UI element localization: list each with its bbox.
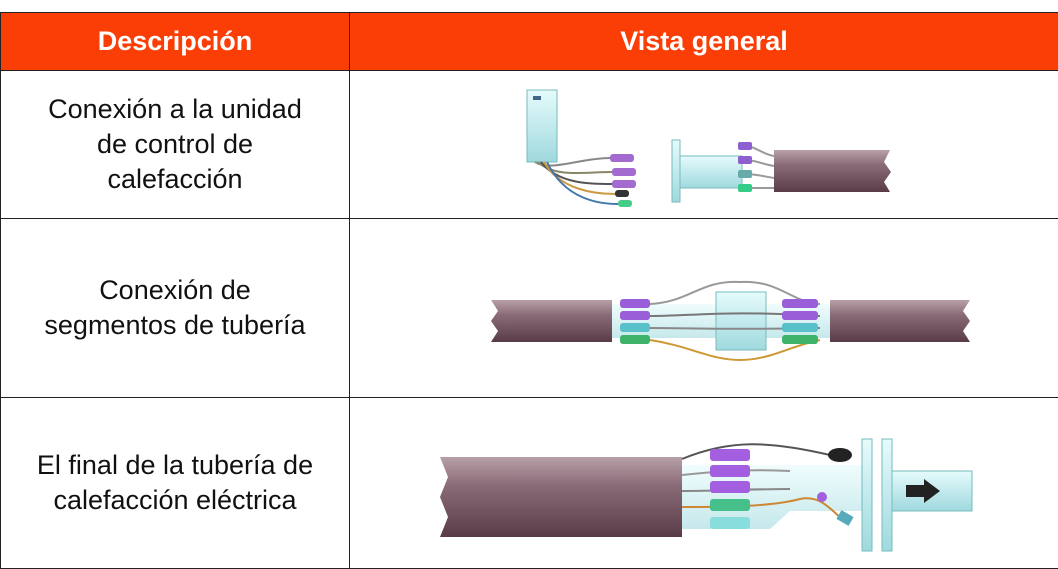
flange [882, 439, 892, 551]
pipe [491, 300, 612, 342]
flange [862, 439, 872, 551]
illustration [350, 220, 1056, 397]
display [533, 96, 541, 100]
pipe [774, 150, 891, 192]
header-row: Descripción Vista general [1, 13, 1058, 71]
description-cell: El final de la tubería de calefacción el… [1, 398, 350, 569]
flange [672, 140, 680, 202]
description-cell: Conexión a la unidad de control de calef… [1, 71, 350, 219]
connectors [610, 154, 636, 207]
pipe [830, 300, 970, 342]
column-header: Vista general [350, 13, 1058, 71]
text-line: Conexión a la unidad [1, 92, 349, 127]
cables [745, 146, 774, 188]
description-cell: Conexión de segmentos de tubería [1, 219, 350, 398]
illustration [350, 72, 1056, 218]
table-row: Conexión de segmentos de tubería [1, 219, 1058, 398]
text-line: de control de [1, 127, 349, 162]
control-unit [527, 90, 557, 162]
text-line: calefacción [1, 162, 349, 197]
illustration [350, 399, 1056, 568]
joint [716, 292, 766, 350]
text-line: calefacción eléctrica [1, 483, 349, 518]
text-line: Conexión de [1, 273, 349, 308]
pipe-stub [680, 156, 742, 188]
sleeve [682, 465, 862, 529]
image-cell [350, 398, 1058, 569]
text-line: segmentos de tubería [1, 308, 349, 343]
column-header: Descripción [1, 13, 350, 71]
table-row: Conexión a la unidad de control de calef… [1, 71, 1058, 219]
table-row: El final de la tubería de calefacción el… [1, 398, 1058, 569]
image-cell [350, 71, 1058, 219]
pipe [440, 457, 682, 537]
text-line: El final de la tubería de [1, 448, 349, 483]
table: Descripción Vista general Conexión a la … [0, 12, 1058, 569]
cables [535, 158, 618, 204]
image-cell [350, 219, 1058, 398]
